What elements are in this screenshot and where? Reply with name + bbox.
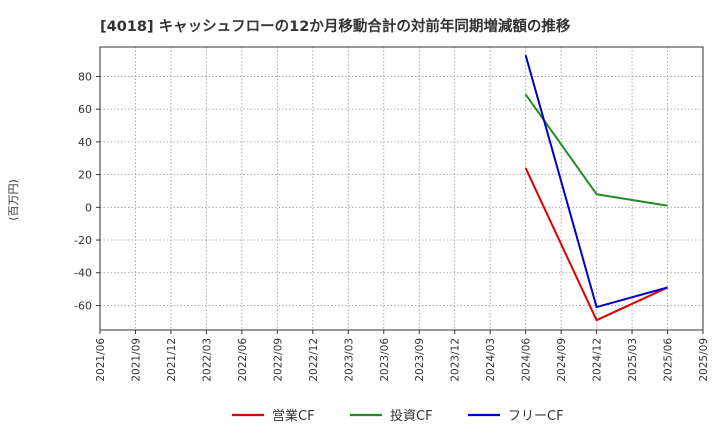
x-tick-label: 2023/12 [450, 338, 462, 382]
x-tick-label: 2021/06 [95, 338, 107, 382]
y-tick-label: 40 [78, 136, 92, 149]
y-tick-label: -40 [74, 267, 92, 280]
x-tick-label: 2022/03 [201, 338, 213, 382]
x-tick-label: 2022/06 [237, 338, 249, 382]
plot-frame [99, 46, 704, 331]
x-tick-label: 2025/06 [663, 338, 675, 382]
y-tick-label: 80 [78, 70, 92, 83]
x-axis: 2021/06 2021/09 2021/12 2022/03 2022/06 2022/… [95, 330, 710, 382]
y-tick-label: 60 [78, 103, 92, 116]
chart-title: [4018] キャッシュフローの12か月移動合計の対前年同期増減額の推移 [100, 17, 571, 35]
x-tick-label: 2025/03 [627, 338, 639, 382]
x-tick-label: 2021/09 [130, 338, 142, 382]
y-axis-label: (百万円) [7, 179, 20, 221]
series-line [524, 167, 668, 322]
legend-label: 投資CF [390, 408, 433, 424]
x-tick-label: 2024/09 [556, 338, 568, 382]
x-tick-label: 2024/06 [521, 338, 533, 382]
x-tick-label: 2023/06 [379, 338, 391, 382]
y-tick-label: 20 [78, 169, 92, 182]
x-tick-label: 2022/12 [308, 338, 320, 382]
x-tick-label: 2024/12 [592, 338, 604, 382]
x-tick-label: 2023/09 [414, 338, 426, 382]
series-line [524, 93, 668, 207]
y-tick-label: 0 [85, 201, 92, 214]
legend-label: 営業CF [272, 408, 315, 424]
series-line [524, 54, 668, 309]
y-tick-label: -20 [74, 234, 92, 247]
plot-series [524, 54, 668, 322]
y-tick-label: -60 [74, 299, 92, 312]
grid [100, 47, 703, 330]
x-tick-label: 2021/12 [166, 338, 178, 382]
y-axis: 80 60 40 20 0 -20 -40 -60 [74, 70, 100, 312]
legend-label: フリーCF [508, 409, 564, 424]
x-tick-label: 2025/09 [698, 338, 710, 382]
x-tick-label: 2022/09 [272, 338, 284, 382]
x-tick-label: 2024/03 [485, 338, 497, 382]
legend: 営業CF 投資CF フリーCF [232, 408, 564, 424]
x-tick-label: 2023/03 [343, 338, 355, 382]
